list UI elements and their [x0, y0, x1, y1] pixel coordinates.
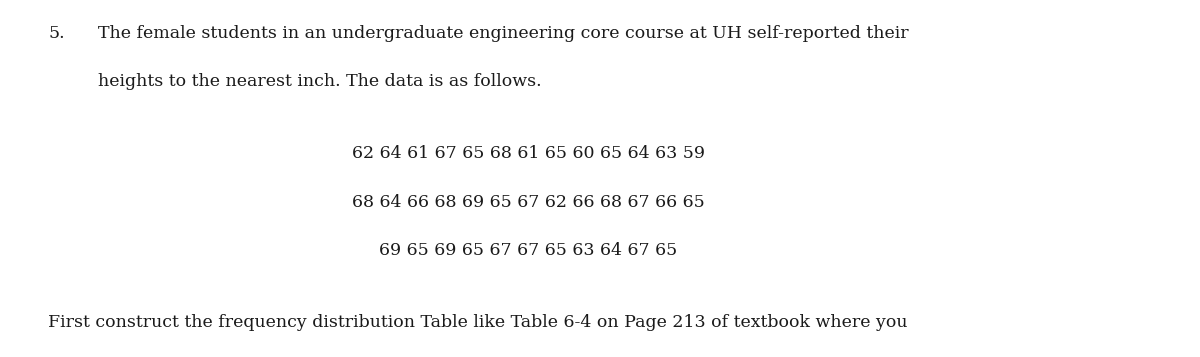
Text: heights to the nearest inch. The data is as follows.: heights to the nearest inch. The data is… [98, 73, 542, 90]
Text: 62 64 61 67 65 68 61 65 60 65 64 63 59: 62 64 61 67 65 68 61 65 60 65 64 63 59 [352, 146, 704, 162]
Text: 5.: 5. [48, 25, 65, 42]
Text: 69 65 69 65 67 67 65 63 64 67 65: 69 65 69 65 67 67 65 63 64 67 65 [379, 242, 677, 259]
Text: The female students in an undergraduate engineering core course at UH self-repor: The female students in an undergraduate … [98, 25, 910, 42]
Text: First construct the frequency distribution Table like Table 6-4 on Page 213 of t: First construct the frequency distributi… [48, 314, 907, 331]
Text: 68 64 66 68 69 65 67 62 66 68 67 66 65: 68 64 66 68 69 65 67 62 66 68 67 66 65 [352, 193, 704, 211]
